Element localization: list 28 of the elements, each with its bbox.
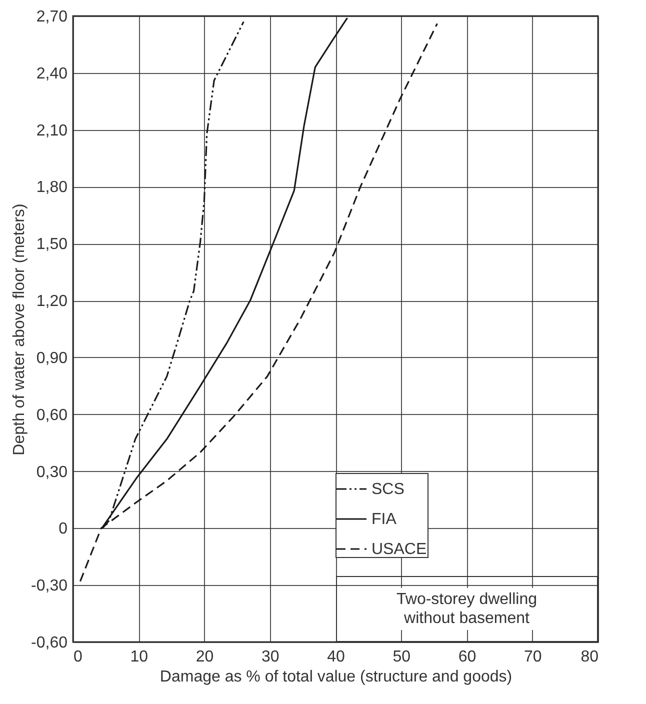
- x-tick-label: 0: [74, 648, 82, 666]
- x-tick-label: 20: [196, 648, 214, 666]
- x-tick-label: 10: [130, 648, 148, 666]
- y-tick-label: 2,10: [36, 122, 68, 140]
- x-axis-title: Damage as % of total value (structure and goods): [160, 668, 512, 686]
- note-frame: Two-storey dwelling without basement: [336, 576, 598, 642]
- x-tick-label: 60: [458, 648, 476, 666]
- y-tick-label: 0,60: [36, 406, 68, 424]
- annotation: Two-storey dwelling without basement: [392, 588, 541, 630]
- x-tick-label: 80: [580, 648, 599, 666]
- legend-label: FIA: [372, 510, 397, 528]
- legend-label: SCS: [372, 480, 404, 498]
- y-tick-label: -0,60: [31, 634, 68, 652]
- x-tick-label: 40: [327, 648, 345, 666]
- y-tick-label: 2,40: [36, 65, 68, 82]
- y-tick-label: 1,50: [36, 236, 68, 254]
- x-tick-label: 50: [392, 648, 411, 666]
- y-tick-label: 2,70: [36, 8, 68, 26]
- y-tick-label: 1,80: [36, 179, 68, 196]
- y-tick-label: 0: [58, 520, 68, 538]
- x-tick-label: 70: [524, 648, 542, 666]
- y-tick-label: -0,30: [31, 578, 68, 595]
- y-tick-label: 1,20: [36, 293, 68, 310]
- y-axis-title: Depth of water above floor (meters): [11, 204, 28, 456]
- y-tick-label: 0,90: [36, 350, 68, 367]
- y-tick-label: 0,30: [36, 464, 68, 481]
- legend-label: USACE: [372, 540, 427, 558]
- x-tick-label: 30: [261, 648, 280, 666]
